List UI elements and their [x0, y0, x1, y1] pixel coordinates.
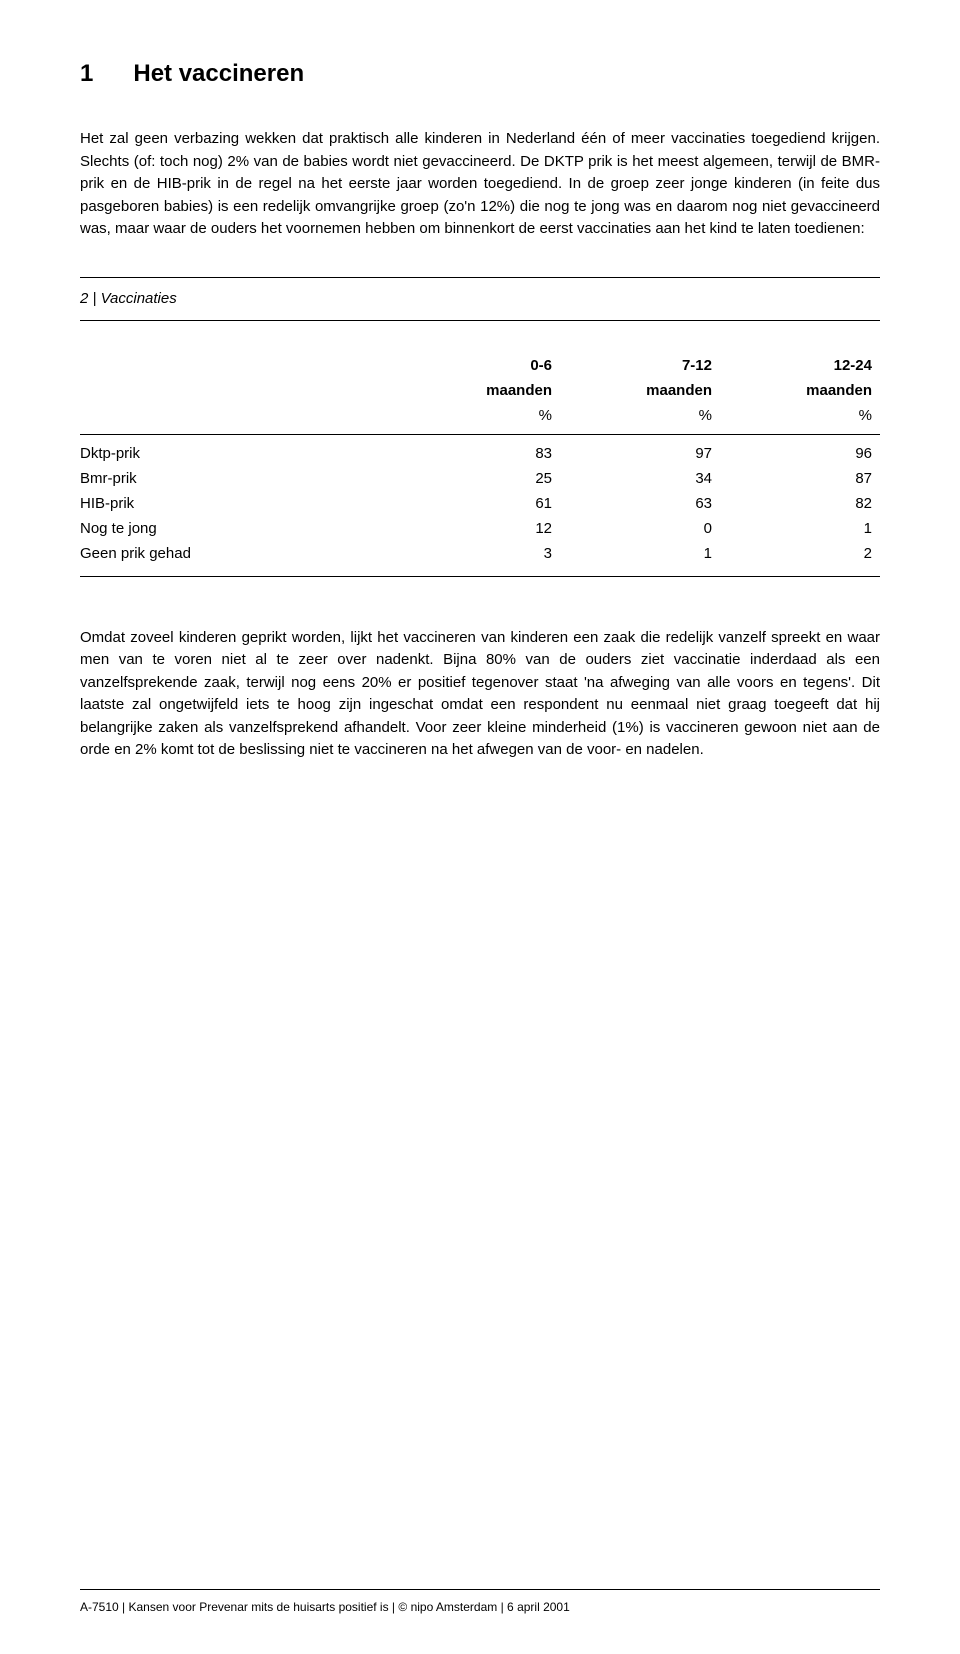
paragraph-intro: Het zal geen verbazing wekken dat prakti… — [80, 128, 880, 241]
row-value: 82 — [720, 491, 880, 516]
col-header-unit: maanden — [400, 378, 560, 403]
table-row: Dktp-prik 83 97 96 — [80, 434, 880, 466]
table-unit-row: % % % — [80, 403, 880, 435]
row-label: Geen prik gehad — [80, 541, 400, 577]
vaccinations-table: 0-6 7-12 12-24 maanden maanden maanden %… — [80, 357, 880, 577]
row-value: 97 — [560, 434, 720, 466]
row-value: 34 — [560, 466, 720, 491]
row-value: 87 — [720, 466, 880, 491]
row-value: 83 — [400, 434, 560, 466]
section-heading: 1 Het vaccineren — [80, 60, 880, 88]
row-value: 3 — [400, 541, 560, 577]
row-value: 61 — [400, 491, 560, 516]
page-footer: A-7510 | Kansen voor Prevenar mits de hu… — [80, 1589, 880, 1614]
row-value: 25 — [400, 466, 560, 491]
col-unit: % — [560, 403, 720, 435]
col-header-unit: maanden — [560, 378, 720, 403]
table-caption: 2 | Vaccinaties — [80, 290, 177, 307]
col-header-range: 12-24 — [720, 357, 880, 378]
section-number: 1 — [80, 60, 93, 88]
col-unit: % — [720, 403, 880, 435]
row-value: 1 — [720, 516, 880, 541]
row-label: Dktp-prik — [80, 434, 400, 466]
row-value: 0 — [560, 516, 720, 541]
col-header-unit: maanden — [720, 378, 880, 403]
table-caption-wrapper: 2 | Vaccinaties — [80, 277, 880, 321]
row-label: HIB-prik — [80, 491, 400, 516]
table-row: Nog te jong 12 0 1 — [80, 516, 880, 541]
table-section: 2 | Vaccinaties 0-6 7-12 12-24 maanden m… — [80, 277, 880, 577]
table-row: Bmr-prik 25 34 87 — [80, 466, 880, 491]
col-header-range: 0-6 — [400, 357, 560, 378]
section-title: Het vaccineren — [133, 60, 304, 87]
row-label: Nog te jong — [80, 516, 400, 541]
col-unit: % — [400, 403, 560, 435]
row-label: Bmr-prik — [80, 466, 400, 491]
row-value: 2 — [720, 541, 880, 577]
table-header-row-2: maanden maanden maanden — [80, 378, 880, 403]
col-header-range: 7-12 — [560, 357, 720, 378]
row-value: 96 — [720, 434, 880, 466]
row-value: 1 — [560, 541, 720, 577]
row-value: 63 — [560, 491, 720, 516]
row-value: 12 — [400, 516, 560, 541]
table-header-row-1: 0-6 7-12 12-24 — [80, 357, 880, 378]
paragraph-analysis: Omdat zoveel kinderen geprikt worden, li… — [80, 627, 880, 762]
table-row: HIB-prik 61 63 82 — [80, 491, 880, 516]
table-row: Geen prik gehad 3 1 2 — [80, 541, 880, 577]
